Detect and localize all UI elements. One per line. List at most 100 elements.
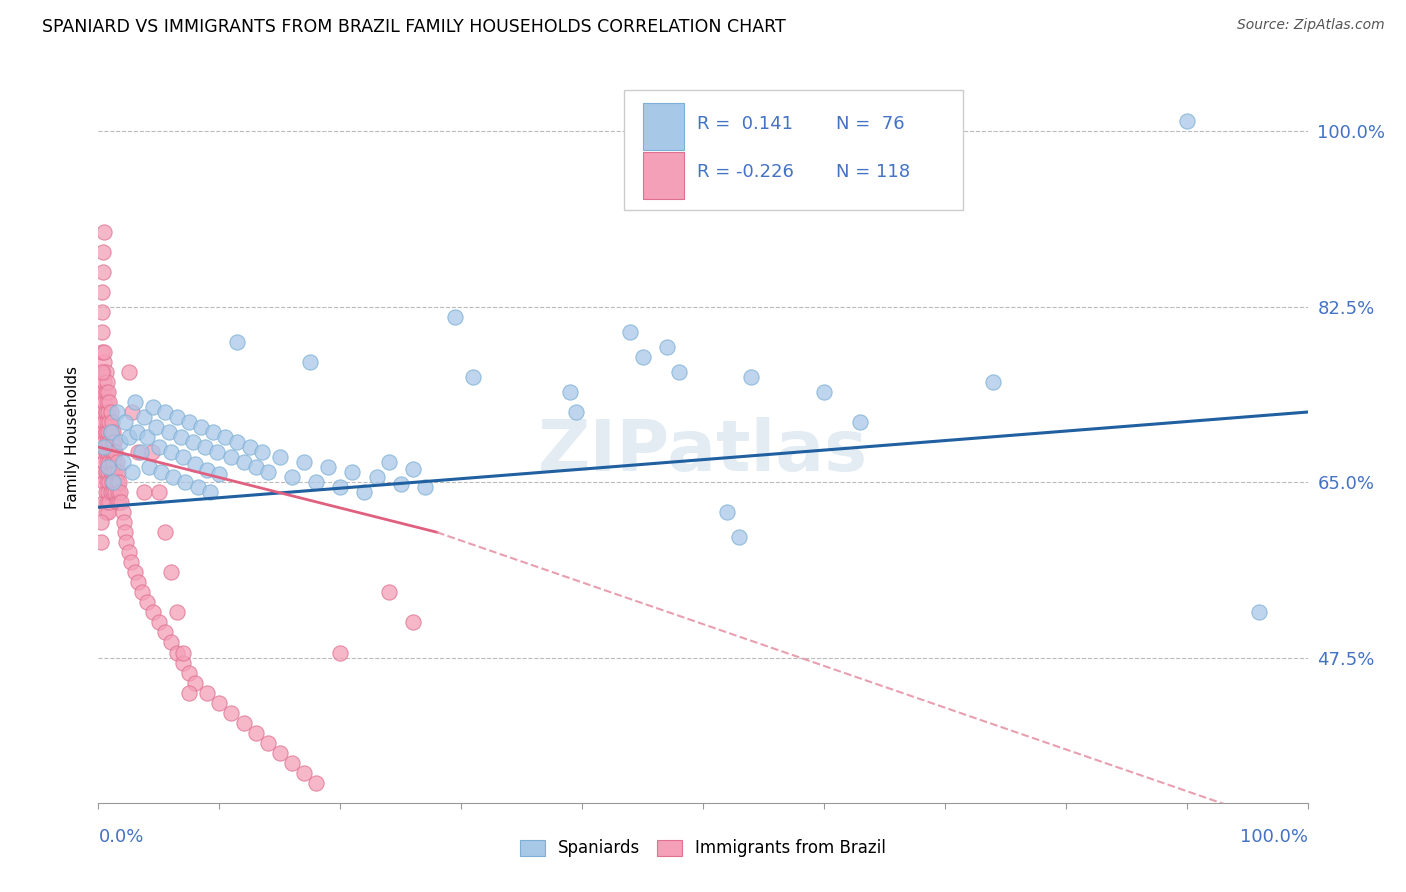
Point (232, 455, 254, 469)
Point (160, 566, 183, 580)
Point (316, 460, 339, 475)
Point (187, 480, 209, 494)
Point (97, 445, 120, 459)
Text: 0.0%: 0.0% (98, 828, 143, 846)
Point (93, 475, 115, 490)
Point (198, 485, 221, 500)
Point (1175, 114, 1198, 128)
Point (141, 445, 163, 459)
Point (97, 505, 120, 519)
Point (91, 265, 114, 279)
Text: R =  0.141: R = 0.141 (697, 115, 793, 133)
Point (91, 365, 114, 379)
Point (118, 365, 141, 379)
Point (160, 635, 183, 649)
Point (105, 495, 128, 509)
Point (353, 485, 375, 500)
Point (153, 405, 176, 419)
Point (131, 585, 153, 599)
Point (214, 430, 236, 444)
Point (134, 410, 156, 425)
Point (93, 355, 115, 369)
Point (329, 480, 352, 494)
Point (96, 395, 118, 409)
Point (100, 415, 122, 429)
Point (101, 425, 124, 439)
Point (631, 350, 654, 364)
Point (110, 495, 132, 509)
Point (100, 425, 122, 439)
Point (153, 525, 176, 540)
Point (90, 384, 112, 399)
Point (94, 405, 117, 419)
Point (96, 435, 118, 450)
Point (96, 495, 118, 509)
Point (105, 455, 128, 469)
Point (239, 440, 262, 454)
Point (114, 415, 136, 429)
Point (202, 425, 225, 439)
Point (105, 475, 128, 490)
Point (221, 450, 243, 464)
Point (91, 365, 114, 379)
Point (127, 575, 149, 590)
Point (148, 440, 170, 454)
Point (292, 455, 315, 469)
Point (107, 465, 129, 479)
Point (97, 460, 120, 475)
Point (181, 435, 204, 450)
Point (98, 415, 121, 429)
Point (281, 756, 304, 770)
Point (166, 646, 188, 660)
Point (93, 415, 115, 429)
Point (100, 435, 122, 450)
Point (402, 462, 425, 476)
Point (94, 425, 117, 439)
Point (148, 615, 170, 630)
FancyBboxPatch shape (643, 152, 683, 199)
Point (100, 485, 122, 500)
Point (150, 465, 173, 479)
Point (90, 515, 112, 529)
Point (96, 375, 118, 389)
Point (208, 467, 231, 482)
Point (179, 415, 201, 429)
Point (100, 425, 122, 439)
Point (98, 495, 121, 509)
Point (655, 340, 678, 354)
Point (179, 665, 201, 680)
Point (668, 365, 690, 379)
Point (179, 685, 201, 699)
Point (160, 445, 183, 459)
FancyBboxPatch shape (624, 90, 963, 211)
Point (250, 445, 273, 459)
Point (135, 430, 157, 444)
Point (292, 765, 315, 780)
Point (91, 425, 114, 439)
Point (184, 457, 207, 471)
Point (114, 525, 136, 540)
Point (91, 384, 114, 399)
Point (97, 425, 120, 439)
Point (90, 535, 112, 549)
Point (269, 450, 291, 464)
Point (221, 706, 243, 720)
Point (97, 405, 120, 419)
Point (138, 460, 160, 475)
Point (366, 470, 388, 484)
Point (93, 455, 115, 469)
Point (142, 400, 165, 414)
Point (145, 420, 167, 434)
Point (981, 375, 1004, 389)
Point (93, 395, 115, 409)
Point (413, 480, 436, 494)
Point (98, 475, 121, 490)
Point (93, 440, 115, 454)
Point (94, 384, 117, 399)
Point (389, 477, 412, 491)
FancyBboxPatch shape (643, 103, 683, 150)
Point (108, 495, 131, 509)
Point (115, 535, 138, 549)
Point (94, 365, 117, 379)
Point (256, 465, 278, 479)
